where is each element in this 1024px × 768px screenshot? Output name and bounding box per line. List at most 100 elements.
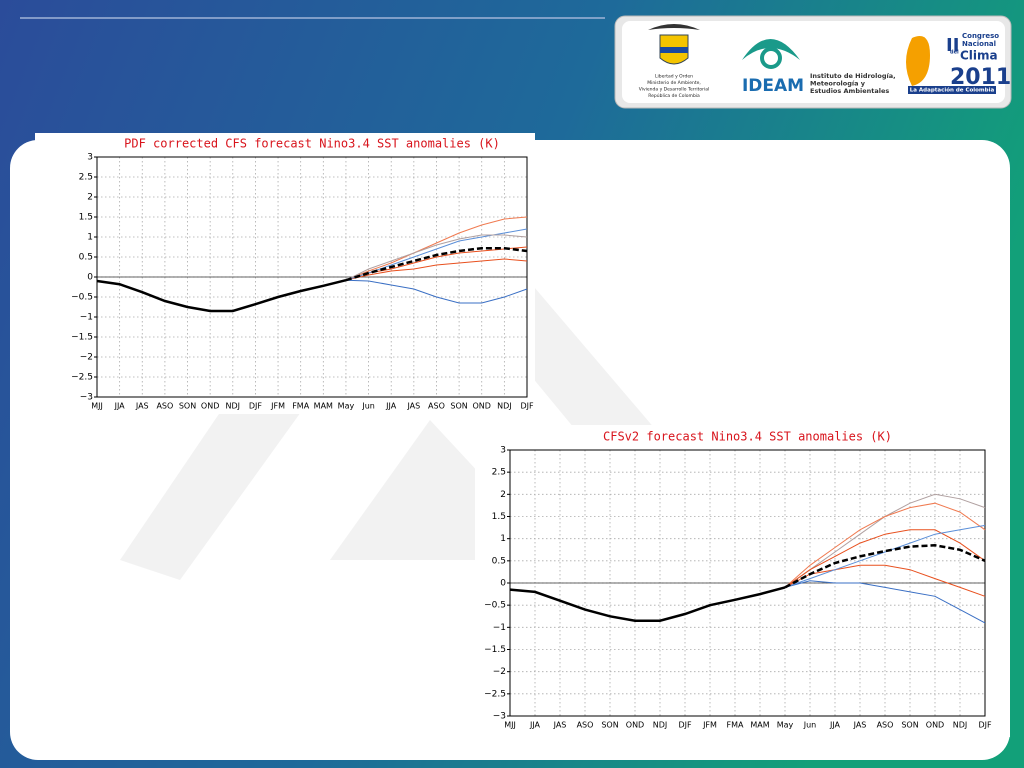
y-tick-label: −0.5 [71, 293, 93, 303]
x-tick-label: JJA [529, 721, 541, 730]
chart-title: PDF corrected CFS forecast Nino3.4 SST a… [124, 137, 500, 151]
x-tick-label: OND [201, 402, 219, 411]
y-tick-label: 1 [87, 233, 93, 243]
ministry-text: Ministerio de Ambiente, [647, 80, 701, 86]
x-tick-label: JAS [135, 402, 149, 411]
y-tick-label: 2.5 [79, 173, 93, 183]
y-tick-label: −0.5 [484, 601, 506, 611]
chart: CFSv2 forecast Nino3.4 SST anomalies (K)… [475, 425, 1010, 737]
x-tick-label: MAM [314, 402, 333, 411]
y-tick-label: 3 [500, 446, 506, 456]
x-tick-label: JJA [114, 402, 126, 411]
institute-text: Instituto de Hidrología, [810, 72, 896, 80]
congress-text: del [950, 50, 959, 56]
series-line [784, 502, 986, 588]
x-tick-label: ASO [156, 402, 173, 411]
x-tick-label: ASO [577, 721, 594, 730]
y-tick-label: 1 [500, 534, 506, 544]
x-tick-label: FMA [727, 721, 745, 730]
institute-text: Estudios Ambientales [810, 87, 889, 95]
chart-title: CFSv2 forecast Nino3.4 SST anomalies (K) [603, 430, 892, 444]
y-tick-label: −1 [80, 313, 93, 323]
series-line [345, 246, 528, 282]
x-tick-label: Jun [361, 402, 375, 411]
x-tick-label: Jun [803, 721, 817, 730]
congress-mark [906, 36, 930, 86]
series-line [784, 544, 986, 589]
x-tick-label: DJF [678, 721, 692, 730]
ideam-mark [742, 39, 800, 60]
x-tick-label: JAS [553, 721, 567, 730]
y-tick-label: 2 [500, 490, 506, 500]
x-tick-label: SON [179, 402, 196, 411]
y-tick-label: 0.5 [492, 556, 506, 566]
x-tick-label: ASO [877, 721, 894, 730]
y-tick-label: 1.5 [79, 213, 93, 223]
y-tick-label: −2 [80, 353, 93, 363]
series-line [784, 524, 986, 588]
ministry-text: República de Colombia [648, 92, 700, 99]
y-tick-label: 3 [87, 153, 93, 163]
series-line [345, 279, 528, 304]
chart: PDF corrected CFS forecast Nino3.4 SST a… [35, 133, 535, 414]
x-tick-label: JAS [853, 721, 867, 730]
congress-text: Clima [960, 49, 998, 63]
x-tick-label: MAM [750, 721, 769, 730]
series-line [509, 586, 786, 622]
congress-text: Nacional [962, 40, 996, 48]
x-tick-label: OND [926, 721, 944, 730]
x-tick-label: ASO [428, 402, 445, 411]
x-tick-label: JJA [385, 402, 397, 411]
y-tick-label: 2.5 [492, 468, 506, 478]
x-tick-label: May [338, 402, 355, 411]
x-tick-label: SON [901, 721, 918, 730]
y-tick-label: 0 [87, 273, 93, 283]
y-tick-label: 0.5 [79, 253, 93, 263]
series-line [345, 234, 528, 281]
x-tick-label: May [777, 721, 794, 730]
congress-text: Congreso [962, 32, 999, 40]
logo-inner [622, 21, 1005, 103]
x-tick-label: MJJ [91, 402, 103, 411]
y-tick-label: −1.5 [71, 333, 93, 343]
y-tick-label: −3 [493, 712, 506, 722]
ministry-text: Vivienda y Desarrollo Territorial [639, 87, 709, 93]
series-line [96, 278, 347, 313]
congress-banner: La Adaptación de Colombia [910, 87, 995, 94]
y-tick-label: 0 [500, 579, 506, 589]
ideam-swirl [760, 47, 782, 69]
institute-text: Meteorología y [810, 80, 866, 88]
x-tick-label: OND [473, 402, 491, 411]
x-tick-label: JJA [829, 721, 841, 730]
ideam-name: IDEAM [742, 76, 804, 96]
y-tick-label: −2 [493, 667, 506, 677]
congress-text: 2011 [950, 65, 1011, 90]
congress-banner-bg [908, 86, 996, 94]
y-tick-label: −1 [493, 623, 506, 633]
series-line [345, 216, 528, 281]
y-tick-label: −1.5 [484, 645, 506, 655]
x-tick-label: SON [601, 721, 618, 730]
x-tick-label: NDJ [226, 402, 241, 411]
x-tick-label: NDJ [953, 721, 968, 730]
y-tick-label: 1.5 [492, 512, 506, 522]
x-tick-label: DJF [520, 402, 534, 411]
plot-frame [96, 156, 528, 398]
chart-background [475, 425, 1010, 737]
series-line [784, 529, 986, 588]
y-tick-label: −2.5 [71, 373, 93, 383]
x-tick-label: SON [450, 402, 467, 411]
x-tick-label: JFM [702, 721, 717, 730]
series-line [784, 580, 986, 624]
x-tick-label: MJJ [504, 721, 516, 730]
series-line [345, 258, 528, 281]
congress-text: II [946, 35, 959, 56]
x-tick-label: NDJ [653, 721, 668, 730]
x-tick-label: DJF [249, 402, 263, 411]
y-tick-label: −2.5 [484, 689, 506, 699]
x-tick-label: OND [626, 721, 644, 730]
y-tick-label: −3 [80, 393, 93, 403]
x-tick-label: FMA [292, 402, 310, 411]
